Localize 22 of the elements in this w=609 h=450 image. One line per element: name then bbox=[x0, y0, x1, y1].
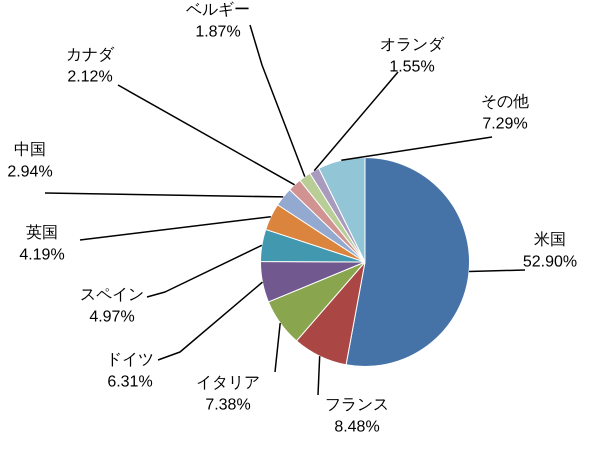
slice-label: その他 bbox=[481, 93, 529, 110]
data-label: 8.48% bbox=[334, 418, 380, 436]
slice-label: イタリア bbox=[196, 374, 260, 392]
data-label: 1.87% bbox=[195, 23, 241, 40]
data-label: 6.31% bbox=[107, 373, 153, 390]
slice-label: ベルギー bbox=[186, 0, 250, 18]
data-label: 2.12% bbox=[67, 68, 113, 86]
data-label: 7.38% bbox=[205, 396, 251, 414]
slice-label: ドイツ bbox=[106, 351, 154, 368]
slice-label: スペイン bbox=[80, 286, 144, 304]
data-label: 1.55% bbox=[389, 58, 435, 76]
data-label: 52.90% bbox=[522, 253, 578, 270]
slice-label: 英国 bbox=[26, 223, 58, 242]
data-label: 2.94% bbox=[7, 163, 53, 180]
data-label: 7.29% bbox=[482, 115, 528, 132]
data-label: 4.19% bbox=[19, 246, 65, 264]
slice-label: 中国 bbox=[14, 140, 46, 158]
slice-label: 米国 bbox=[534, 230, 566, 248]
slice-label: オランダ bbox=[380, 36, 445, 54]
slice-label: フランス bbox=[325, 396, 389, 414]
slice-label: カナダ bbox=[66, 46, 115, 64]
data-label: 4.97% bbox=[89, 308, 135, 326]
